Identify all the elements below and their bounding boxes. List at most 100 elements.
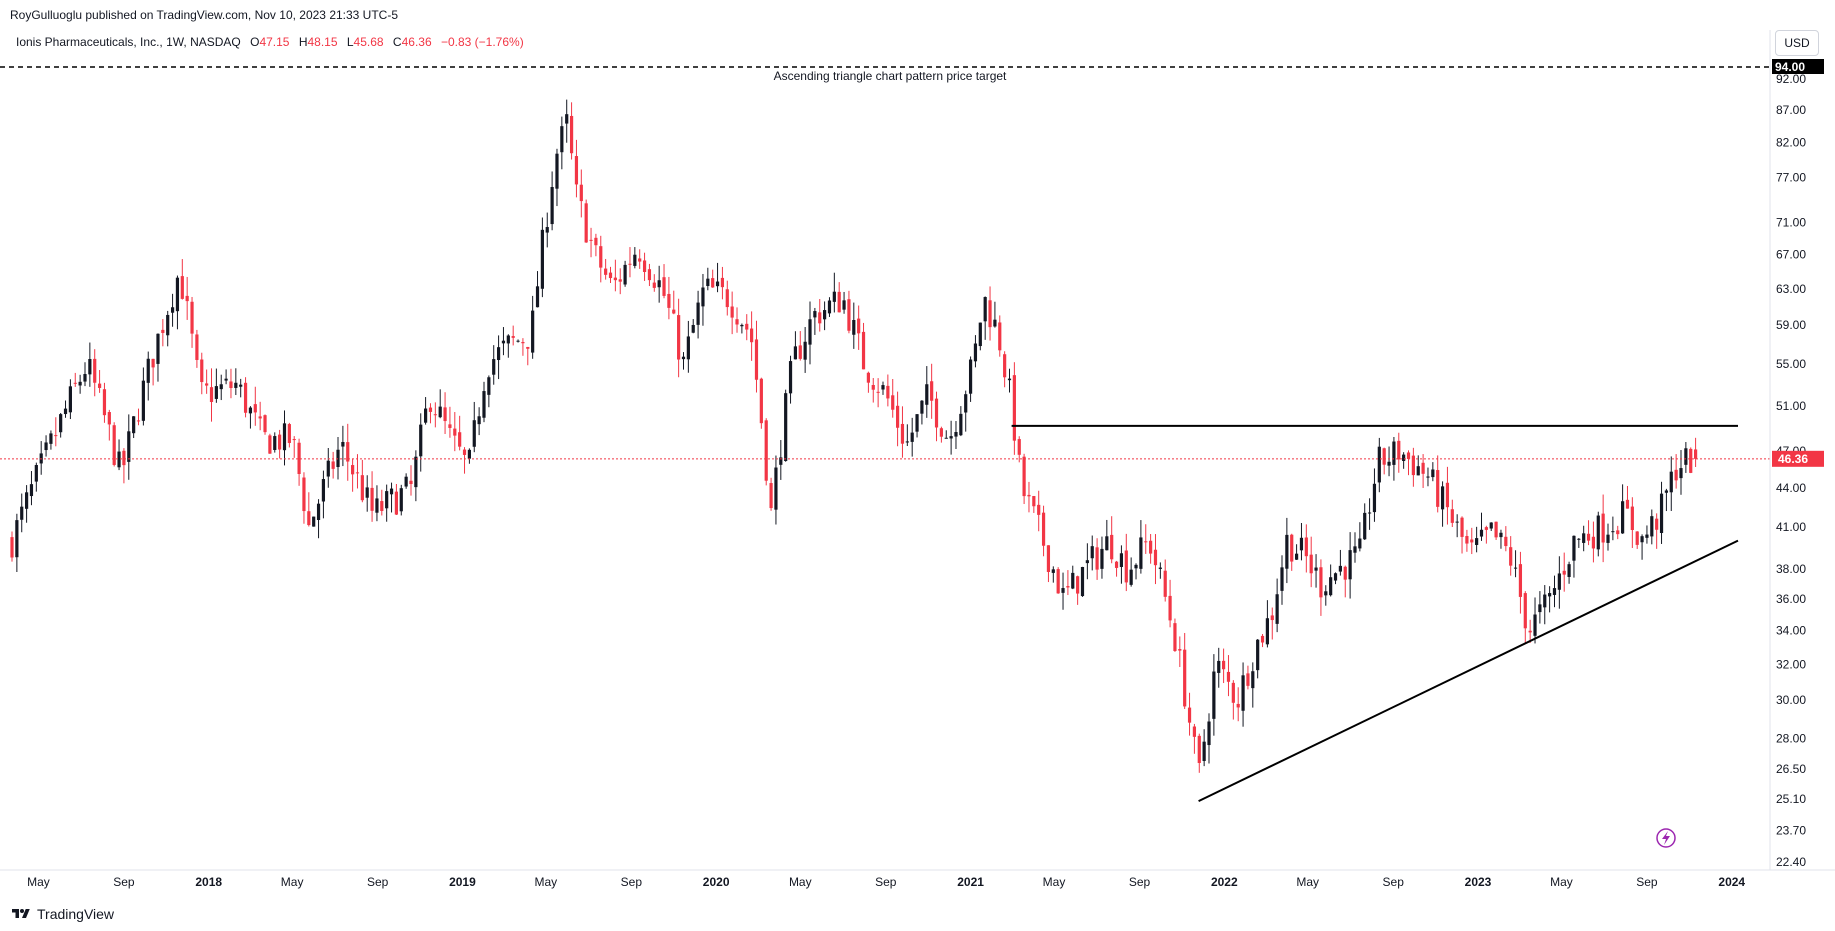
candle-body [316,503,321,520]
candle-body [141,380,145,421]
candle-body [10,537,14,558]
candle-body [662,277,666,296]
candle-body [1552,588,1557,595]
candle-body [808,319,812,345]
candle-body [1513,567,1518,569]
time-tick-label: 2024 [1718,875,1745,889]
candle-body [487,377,491,395]
candle-body [949,436,953,439]
target-price-label: 94.00 [1775,60,1805,74]
time-tick-label: 2019 [449,875,476,889]
price-tick-label: 26.50 [1776,762,1806,776]
candle-body [720,277,725,288]
candle-body [107,412,111,425]
candle-body [925,384,929,405]
candle-body [258,416,262,419]
candle-body [711,278,715,288]
candle-body [404,476,408,487]
candle-body [788,361,793,394]
candle-body [759,378,763,424]
candle-body [1640,536,1644,543]
candle-body [1110,534,1114,560]
candle-body [297,442,301,475]
candle-body [1402,454,1406,461]
candle-body [1329,577,1333,596]
candle-body [414,456,418,488]
candle-body [784,393,788,461]
candle-body [964,394,968,413]
candle-body [939,428,943,437]
candle-body [389,488,394,495]
candle-body [1460,517,1464,537]
symbol-title[interactable]: Ionis Pharmaceuticals, Inc., 1W, NASDAQ [16,35,241,49]
candle-body [1314,567,1318,571]
candle-body [672,309,676,314]
candle-body [900,423,905,444]
candle-body [1450,509,1454,523]
candle-body [307,511,311,526]
candle-body [1655,518,1659,530]
time-tick-label: May [1296,875,1319,889]
candle-body [1012,375,1016,441]
time-tick-label: Sep [1636,875,1658,889]
candle-body [355,472,360,474]
candle-body [1528,630,1532,633]
candle-body [1625,499,1630,509]
candle-body [754,339,759,380]
candle-body [219,384,223,390]
candle-body [409,480,413,485]
candle-body [993,319,997,327]
candle-body [253,404,257,413]
open-value: 47.15 [259,35,290,49]
candle-body [44,442,48,451]
candle-body [88,359,92,375]
low-value: 45.68 [353,35,384,49]
candle-body [438,406,442,418]
candle-body [550,187,554,225]
candle-body [1061,588,1065,593]
candle-body [161,329,165,333]
candle-body [1509,547,1513,566]
candle-body [1304,537,1308,557]
currency-button[interactable]: USD [1775,30,1819,56]
candle-body [1353,546,1357,553]
candle-body [273,436,277,450]
candle-body [1475,538,1479,545]
candle-body [20,506,24,520]
candle-body [1139,537,1143,569]
candle-body [701,287,705,307]
tradingview-footer[interactable]: TradingView [10,906,114,922]
candle-body [681,356,686,360]
candle-body [453,428,457,436]
candle-body [895,405,900,428]
candle-body [871,384,875,390]
candle-body [1504,536,1508,547]
time-tick-label: 2021 [957,875,984,889]
candle-body [1095,547,1099,570]
candle-body [205,383,209,386]
tradingview-logo-icon [12,909,30,918]
current-price-badge [1772,450,1824,467]
candle-body [399,488,403,512]
candle-body [1017,439,1021,455]
candle-body [326,460,330,477]
candle-body [180,276,184,299]
candle-body [847,299,851,331]
candle-body [1076,576,1080,594]
candle-body [599,246,603,268]
candle-body [569,115,574,154]
candle-body [608,272,613,279]
candle-body [540,229,544,289]
target-annotation: Ascending triangle chart pattern price t… [774,69,1007,83]
candle-body [1659,493,1664,534]
candle-body [691,324,695,333]
candle-body [433,414,437,416]
low-label: L [346,35,354,49]
price-tick-label: 30.00 [1776,693,1806,707]
candle-body [686,336,690,360]
candle-body [1041,512,1046,546]
candle-body [1533,614,1537,636]
candle-body [1153,549,1158,566]
candle-body [1416,466,1420,476]
